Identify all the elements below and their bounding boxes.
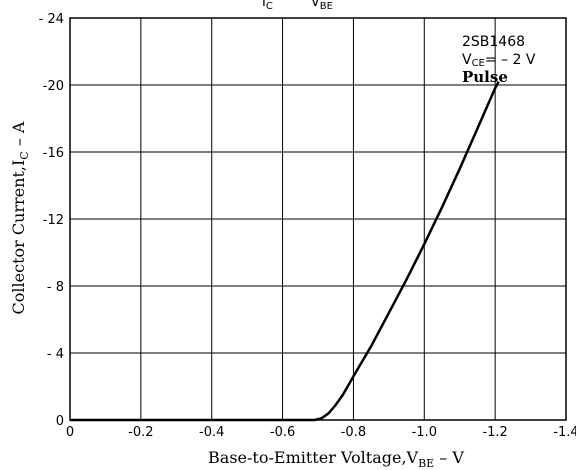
x-tick-label: -0.6 — [270, 425, 295, 440]
y-tick-label: 0 — [56, 414, 64, 429]
y-tick-label: -12 — [43, 213, 64, 228]
x-tick-labels: 0 -0.2 -0.4 -0.6 -0.8 -1.0 -1.2 -1.4 — [66, 425, 576, 440]
x-tick-label: -0.8 — [341, 425, 366, 440]
y-tick-label: -16 — [43, 146, 64, 161]
y-tick-label: -20 — [43, 79, 64, 94]
x-tick-label: -1.2 — [482, 425, 507, 440]
series-curve — [70, 81, 500, 422]
y-axis-title: Collector Current,IC – A — [9, 121, 31, 314]
x-tick-label: -1.4 — [553, 425, 576, 440]
x-tick-label: 0 — [66, 425, 74, 440]
y-tick-label: - 24 — [39, 12, 64, 27]
title-fragment: IC VBE — [262, 0, 333, 12]
x-tick-label: -0.4 — [199, 425, 224, 440]
y-tick-label: - 8 — [47, 280, 64, 295]
part-number: 2SB1468 — [462, 34, 525, 50]
x-tick-label: -0.2 — [128, 425, 153, 440]
vce-condition: VCE= – 2 V — [462, 52, 536, 69]
pulse-label: Pulse — [462, 68, 508, 86]
x-axis-title: Base-to-Emitter Voltage,VBE – V — [208, 448, 464, 470]
x-tick-label: -1.0 — [412, 425, 437, 440]
grid — [69, 17, 567, 421]
y-tick-label: - 4 — [47, 347, 64, 362]
y-tick-labels: 0 - 4 - 8 -12 -16 -20 - 24 — [39, 12, 64, 429]
